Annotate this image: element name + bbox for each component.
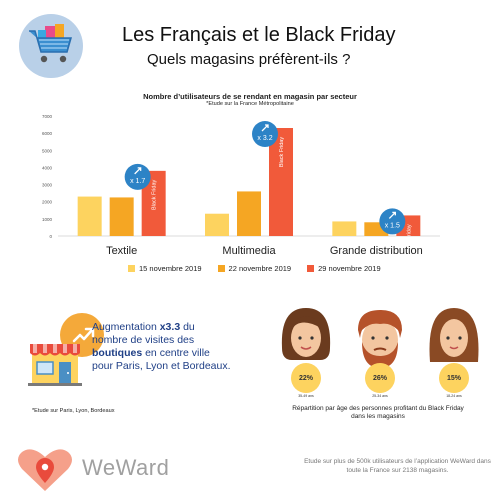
chart-subtitle: *Etude sur la France Métropolitaine xyxy=(206,101,294,107)
legend-label: 22 novembre 2019 xyxy=(228,264,292,273)
bearded-man-icon xyxy=(358,310,402,368)
y-tick-label: 4000 xyxy=(42,165,53,170)
age-range: 35-49 ans xyxy=(298,394,314,398)
arrow-up-right-icon xyxy=(388,211,396,219)
age-percent: 15% xyxy=(447,375,462,382)
study-footnote: Etude sur plus de 500k utilisateurs de l… xyxy=(304,458,491,474)
legend-swatch xyxy=(307,265,315,272)
multiplier-badge xyxy=(379,208,406,235)
age-percent: 22% xyxy=(299,375,314,382)
percent-circle xyxy=(291,363,321,393)
y-tick-label: 7000 xyxy=(42,114,53,119)
legend-swatch xyxy=(128,265,135,272)
arrow-up-right-icon xyxy=(261,124,269,132)
y-tick-label: 6000 xyxy=(42,131,53,136)
stat-boutiques: boutiques xyxy=(92,347,143,359)
bar xyxy=(205,213,229,236)
stat-text-post: en centre ville pour Paris, Lyon et Bord… xyxy=(92,347,231,372)
category-label: Multimedia xyxy=(222,245,276,257)
page-title: Les Français et le Black Friday xyxy=(122,24,396,46)
stat-text-pre: Augmentation xyxy=(92,321,157,333)
multiplier-label: x 1.5 xyxy=(385,222,400,229)
age-range: 25-34 ans xyxy=(372,394,388,398)
y-tick-label: 5000 xyxy=(42,148,53,153)
legend-item: 29 novembre 2019 xyxy=(307,264,381,273)
trend-up-icon xyxy=(72,327,95,343)
age-caption: Répartition par âge des personnes profit… xyxy=(292,405,464,420)
store-stat-text: Augmentation x3.3 du nombre de visites d… xyxy=(92,321,232,373)
age-range: 18-24 ans xyxy=(446,394,462,398)
y-tick-label: 0 xyxy=(49,234,52,239)
bar xyxy=(269,128,293,236)
stat-multiplier: x3.3 xyxy=(159,321,181,333)
woman-dark-hair-icon xyxy=(281,308,331,360)
percent-circle xyxy=(439,363,469,393)
category-label: Textile xyxy=(106,245,137,257)
bar-chart: 0 1000 2000 3000 4000 5000 6000 7000 Black Frida… xyxy=(42,114,440,257)
legend-label: 15 novembre 2019 xyxy=(139,264,202,273)
bar xyxy=(237,191,261,236)
stat-text-mid: du nombre de visites des xyxy=(92,321,195,346)
bar-label: Black Friday xyxy=(279,137,285,168)
shopping-cart-icon xyxy=(29,24,72,63)
woman-long-hair-icon xyxy=(429,308,479,362)
multiplier-badge xyxy=(252,121,278,147)
weward-heart-pin-icon xyxy=(18,449,72,491)
legend-item: 22 novembre 2019 xyxy=(217,264,292,273)
page-subtitle: Quels magasins préfèrent-ils ? xyxy=(147,51,351,68)
bar xyxy=(77,196,102,236)
multiplier-label: x 1.7 xyxy=(130,178,145,185)
bar-label: Black Friday xyxy=(406,224,412,255)
y-tick-label: 3000 xyxy=(42,183,53,188)
store-footnote: *Etude sur Paris, Lyon, Bordeaux xyxy=(32,408,115,414)
multiplier-badge xyxy=(124,163,151,190)
store-icon xyxy=(28,344,82,386)
bar xyxy=(332,221,357,236)
y-tick-label: 1000 xyxy=(42,217,53,222)
legend-item: 15 novembre 2019 xyxy=(128,264,202,273)
percent-circle xyxy=(365,363,395,393)
bar xyxy=(109,197,134,236)
chart-legend: 15 novembre 2019 22 novembre 2019 29 nov… xyxy=(128,264,381,273)
arrow-up-right-icon xyxy=(134,167,142,175)
legend-label: 29 novembre 2019 xyxy=(318,264,381,273)
brand-name: WeWard xyxy=(82,455,170,480)
y-tick-label: 2000 xyxy=(42,200,53,205)
legend-swatch xyxy=(217,265,225,272)
category-label: Grande distribution xyxy=(330,245,423,257)
multiplier-label: x 3.2 xyxy=(257,135,272,142)
bar-label: Black Friday xyxy=(152,179,158,210)
age-groups-illustration: 22% 26% 15% 35-49 ans 25-34 ans 18-24 an… xyxy=(281,308,479,398)
shopping-cart-logo xyxy=(19,14,83,78)
age-percent: 26% xyxy=(373,375,388,382)
chart-title: Nombre d’utilisateurs de se rendant en m… xyxy=(143,92,357,101)
